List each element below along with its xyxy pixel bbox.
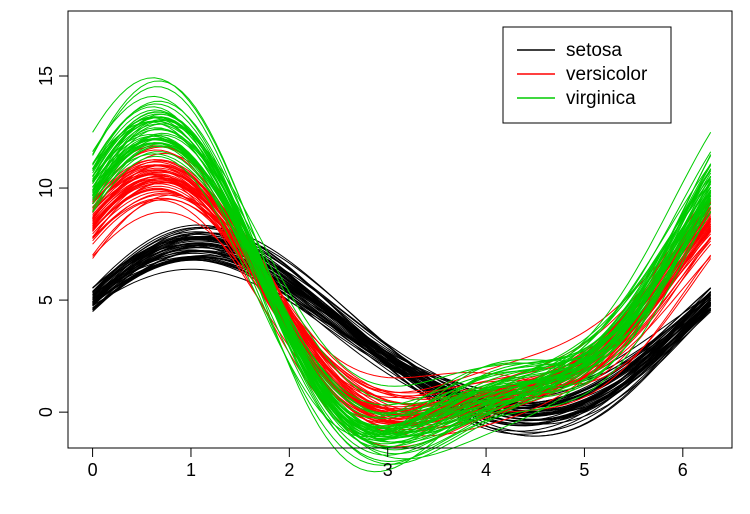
curve-setosa-42 [92,256,712,410]
curve-virginica-48 [92,134,712,443]
y-tick-label-15: 15 [36,66,56,86]
curve-setosa-50 [92,232,712,437]
legend-box [502,26,672,124]
curve-setosa-47 [92,243,712,422]
curve-versicolor-46 [92,177,712,397]
curve-setosa-46 [92,242,712,424]
curve-virginica-12 [92,77,712,451]
curve-virginica-34 [92,113,712,433]
x-tick-label-4: 4 [481,460,491,480]
curve-virginica-45 [92,129,712,405]
y-tick-label-10: 10 [36,178,56,198]
curve-virginica-23 [92,145,712,466]
curve-setosa-25 [92,258,711,393]
legend: setosa versicolor virginica [502,26,672,124]
x-tick-label-3: 3 [383,460,393,480]
legend-label-setosa: setosa [566,40,622,61]
x-tick-label-1: 1 [186,460,196,480]
curve-setosa-48 [92,235,712,433]
x-tick-label-5: 5 [579,460,589,480]
legend-label-virginica: virginica [566,88,636,109]
y-tick-label-5: 5 [36,295,56,305]
curve-setosa-38 [92,251,712,399]
curve-versicolor-31 [92,189,712,437]
x-tick-label-6: 6 [678,460,688,480]
curves-layer [92,77,712,473]
x-tick-label-0: 0 [88,460,98,480]
y-tick-label-0: 0 [36,407,56,417]
curve-setosa-45 [92,226,712,410]
curve-versicolor-47 [92,169,712,424]
series-virginica [92,77,712,473]
y-axis: 0 5 10 15 [36,66,68,417]
curve-virginica-46 [92,132,712,415]
curve-setosa-41 [92,240,712,416]
legend-label-versicolor: versicolor [566,64,648,85]
curve-virginica-30 [92,134,712,430]
x-tick-label-2: 2 [284,460,294,480]
curve-virginica-49 [92,118,712,438]
curve-virginica-33 [92,103,712,436]
curve-virginica-50 [92,120,712,444]
series-setosa [92,224,712,437]
curve-virginica-19 [92,106,712,473]
curve-versicolor-49 [92,165,712,393]
x-axis: 0 1 2 3 4 5 6 [88,447,688,480]
curve-virginica-40 [92,138,712,418]
